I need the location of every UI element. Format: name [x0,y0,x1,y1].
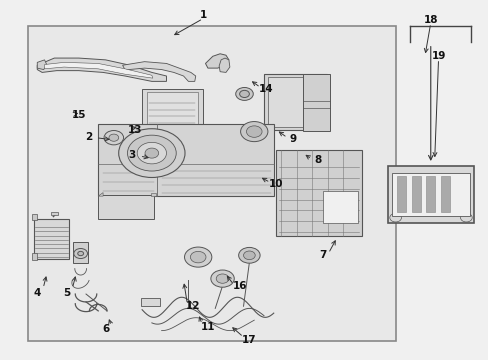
Bar [411,176,420,212]
Circle shape [184,247,211,267]
Text: 15: 15 [71,111,86,121]
Bar [267,77,324,127]
Text: 10: 10 [268,179,283,189]
Circle shape [74,248,87,258]
Bar [32,214,37,220]
Circle shape [216,274,228,283]
Bar [264,74,327,130]
Text: 2: 2 [84,132,92,142]
Circle shape [78,251,83,256]
Circle shape [190,251,205,263]
Bar [440,176,449,212]
Circle shape [119,129,184,177]
Bar [34,220,69,259]
Text: 13: 13 [127,125,142,135]
Bar [51,212,58,215]
Bar [98,125,273,196]
Circle shape [109,134,119,141]
Bar [276,149,361,235]
Bar [147,92,198,126]
Bar [27,26,395,341]
Circle shape [104,131,123,145]
Circle shape [460,213,471,222]
Circle shape [137,142,166,164]
Bar [98,195,154,220]
Polygon shape [205,54,228,68]
Bar [141,298,159,306]
Text: 17: 17 [242,334,256,345]
Bar [391,173,469,216]
Polygon shape [37,60,47,69]
Circle shape [127,135,176,171]
Bar [142,89,203,130]
Bar [322,191,357,223]
Bar [73,242,88,263]
Polygon shape [44,62,153,78]
Circle shape [239,90,249,98]
Bar [396,176,405,212]
Text: 3: 3 [128,150,136,160]
Text: 7: 7 [318,250,325,260]
Text: 8: 8 [313,155,321,165]
Text: 18: 18 [423,15,437,26]
Bar [387,166,473,223]
Text: 4: 4 [34,288,41,298]
Circle shape [243,251,255,260]
Polygon shape [98,193,103,196]
Text: 9: 9 [289,134,296,144]
Bar [303,74,329,131]
Text: 16: 16 [232,281,246,291]
Circle shape [235,87,253,100]
Polygon shape [37,58,166,81]
Polygon shape [219,58,229,72]
Text: 6: 6 [102,324,109,334]
Bar [426,176,434,212]
Text: 1: 1 [199,10,206,20]
Text: 14: 14 [259,84,273,94]
Bar [117,128,124,132]
Circle shape [210,270,234,287]
Text: 5: 5 [63,288,70,298]
Bar [32,253,37,260]
Circle shape [240,122,267,141]
Circle shape [238,247,260,263]
Circle shape [246,126,262,137]
Circle shape [389,213,401,222]
Text: 11: 11 [200,322,215,332]
Polygon shape [151,193,156,196]
Text: 12: 12 [185,301,200,311]
Polygon shape [122,62,195,81]
Circle shape [145,148,158,158]
Text: 19: 19 [430,51,445,61]
